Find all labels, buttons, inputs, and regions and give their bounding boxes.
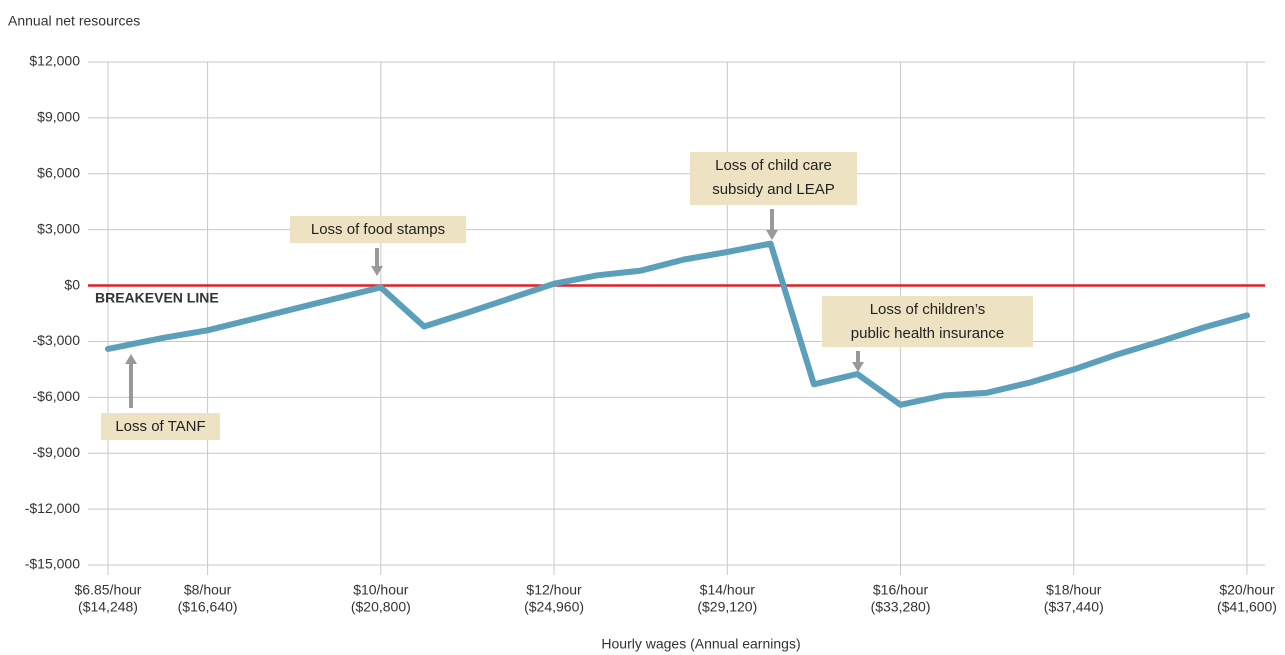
y-tick-label: $6,000 — [37, 164, 80, 180]
annotation-text: Loss of children’s — [870, 301, 986, 318]
x-tick-sublabel: ($37,440) — [1044, 599, 1104, 615]
annotation: Loss of child care subsidy and LEAP — [690, 152, 857, 240]
annotation-arrowhead — [371, 266, 383, 276]
annotation-text: Loss of food stamps — [311, 221, 445, 238]
breakeven-label: BREAKEVEN LINE — [95, 289, 219, 305]
y-axis-label: Annual net resources — [8, 13, 140, 29]
annotation-box — [690, 152, 857, 205]
annotation: Loss of children’s public health insuranc… — [822, 296, 1033, 372]
x-tick-sublabel: ($41,600) — [1217, 599, 1277, 615]
annotation-text: Loss of child care — [715, 157, 832, 174]
y-tick-label: -$6,000 — [33, 388, 81, 404]
y-tick-label: $9,000 — [37, 109, 80, 125]
x-tick-sublabel: ($20,800) — [351, 599, 411, 615]
y-tick-label: $0 — [64, 276, 80, 292]
annotation-arrowhead — [852, 362, 864, 372]
annotation-box — [822, 296, 1033, 347]
annotation-arrowhead — [766, 230, 778, 240]
y-tick-label: $3,000 — [37, 220, 80, 236]
data-line — [105, 240, 1250, 408]
y-tick-label: -$15,000 — [25, 556, 80, 572]
y-tick-label: $12,000 — [29, 53, 80, 69]
x-tick-label: $16/hour — [873, 582, 929, 598]
x-tick-label: $10/hour — [353, 582, 409, 598]
annotation: Loss of food stamps — [290, 216, 466, 276]
x-tick-label: $20/hour — [1219, 582, 1275, 598]
x-tick-label: $6.85/hour — [75, 582, 142, 598]
x-tick-label: $14/hour — [700, 582, 756, 598]
x-tick-sublabel: ($16,640) — [178, 599, 238, 615]
annotation-box — [290, 216, 466, 243]
annotation-text: public health insurance — [851, 325, 1004, 342]
annotation-text: subsidy and LEAP — [712, 181, 835, 198]
x-tick-label: $18/hour — [1046, 582, 1102, 598]
x-tick-label: $12/hour — [526, 582, 582, 598]
x-tick-sublabel: ($29,120) — [697, 599, 757, 615]
x-axis-label: Hourly wages (Annual earnings) — [601, 636, 800, 652]
x-tick-sublabel: ($33,280) — [871, 599, 931, 615]
x-tick-sublabel: ($14,248) — [78, 599, 138, 615]
annotation-text: Loss of TANF — [115, 418, 205, 435]
x-tick-sublabel: ($24,960) — [524, 599, 584, 615]
y-tick-label: -$3,000 — [33, 332, 81, 348]
annotation: Loss of TANF — [101, 354, 220, 440]
y-tick-label: -$9,000 — [33, 444, 81, 460]
x-tick-label: $8/hour — [184, 582, 232, 598]
y-tick-label: -$12,000 — [25, 500, 80, 516]
annotation-box — [101, 413, 220, 440]
annotation-arrowhead — [125, 354, 137, 364]
